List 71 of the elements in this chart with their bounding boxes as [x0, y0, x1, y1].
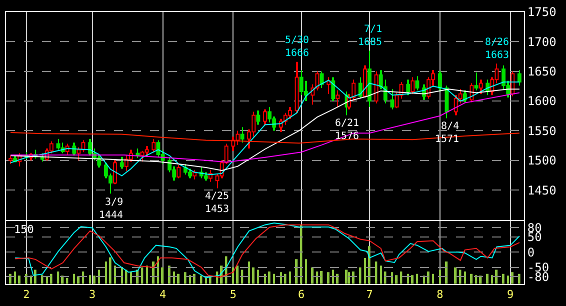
bar [34, 270, 36, 284]
annotation: 4/25 1453 [205, 191, 230, 215]
x-tick-label: 4 [159, 288, 166, 302]
bar [507, 276, 509, 284]
bar [464, 272, 466, 284]
x-tick-label: 5 [230, 288, 237, 302]
bar [273, 274, 275, 284]
bar [511, 272, 514, 284]
annotation: 150 [14, 223, 34, 236]
y-tick-label: 1700 [527, 34, 556, 49]
bar [105, 262, 107, 284]
bar [470, 274, 473, 284]
bar [368, 246, 370, 284]
bar [427, 272, 430, 284]
bar [236, 266, 239, 284]
bar [146, 266, 148, 284]
x-tick-label: 6 [298, 288, 305, 302]
bar [289, 272, 291, 284]
bar [284, 274, 286, 284]
bar [161, 267, 164, 284]
y-tick-label: 1750 [527, 5, 556, 20]
bar [141, 267, 144, 284]
bar [73, 274, 76, 284]
bar [14, 272, 16, 284]
bar [50, 274, 52, 284]
bar [305, 259, 307, 284]
bar [384, 272, 386, 284]
bar [486, 274, 488, 284]
y-tick-label: 1650 [527, 64, 556, 79]
bar [18, 276, 20, 284]
bar [502, 274, 504, 284]
bar [375, 262, 378, 284]
bar [184, 272, 186, 284]
bar [359, 267, 362, 284]
bar [380, 266, 382, 284]
y-tick-label: 0 [527, 245, 535, 260]
bar [193, 274, 196, 284]
bar [177, 274, 180, 284]
y-tick-label: 1500 [527, 154, 556, 168]
bar [268, 272, 270, 284]
bar [257, 270, 260, 284]
y-tick-label: 1550 [527, 124, 556, 138]
y-tick-label: 1450 [527, 183, 556, 198]
bar [89, 275, 91, 284]
bar [327, 272, 330, 284]
annotation: 3/9 1444 [99, 197, 124, 221]
bar [93, 276, 96, 284]
x-tick-label: 9 [507, 288, 514, 302]
x-tick-label: 8 [436, 288, 444, 302]
bar [345, 270, 348, 284]
x-tick-label: 7 [366, 288, 373, 302]
bar [352, 272, 354, 284]
bar [518, 274, 520, 284]
bar [109, 257, 112, 284]
x-tick-label: 2 [23, 288, 30, 302]
bar [205, 278, 207, 284]
bar [125, 270, 128, 284]
bar [411, 275, 414, 284]
bar [168, 266, 170, 284]
bar [395, 275, 398, 284]
bar [25, 274, 28, 284]
bar [364, 258, 366, 284]
x-tick-label: 3 [89, 288, 96, 302]
annotation: 8/26 1663 [485, 37, 510, 61]
y-tick-label: 1600 [527, 94, 556, 108]
bar [57, 272, 60, 284]
bar [400, 272, 402, 284]
bar [252, 267, 254, 284]
bar [432, 274, 434, 284]
bar [416, 274, 418, 284]
bar [248, 262, 250, 284]
